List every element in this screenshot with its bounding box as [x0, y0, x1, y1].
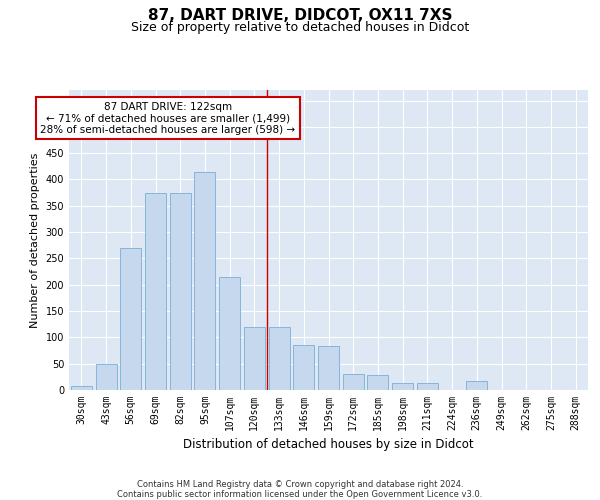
Bar: [417, 382, 438, 390]
Bar: [466, 380, 487, 390]
Text: 87 DART DRIVE: 122sqm
← 71% of detached houses are smaller (1,499)
28% of semi-d: 87 DART DRIVE: 122sqm ← 71% of detached …: [40, 102, 295, 135]
Text: Contains HM Land Registry data © Crown copyright and database right 2024.
Contai: Contains HM Land Registry data © Crown c…: [118, 480, 482, 499]
Bar: [170, 192, 191, 390]
Bar: [244, 327, 265, 390]
Bar: [318, 346, 339, 390]
Bar: [367, 376, 388, 390]
Bar: [269, 327, 290, 390]
Bar: [120, 248, 141, 390]
X-axis label: Distribution of detached houses by size in Didcot: Distribution of detached houses by size …: [183, 438, 474, 452]
Bar: [71, 386, 92, 390]
Bar: [194, 172, 215, 390]
Text: Size of property relative to detached houses in Didcot: Size of property relative to detached ho…: [131, 21, 469, 34]
Bar: [343, 374, 364, 390]
Bar: [219, 277, 240, 390]
Bar: [95, 364, 116, 390]
Bar: [392, 382, 413, 390]
Y-axis label: Number of detached properties: Number of detached properties: [30, 152, 40, 328]
Bar: [293, 346, 314, 390]
Bar: [145, 192, 166, 390]
Text: 87, DART DRIVE, DIDCOT, OX11 7XS: 87, DART DRIVE, DIDCOT, OX11 7XS: [148, 8, 452, 22]
